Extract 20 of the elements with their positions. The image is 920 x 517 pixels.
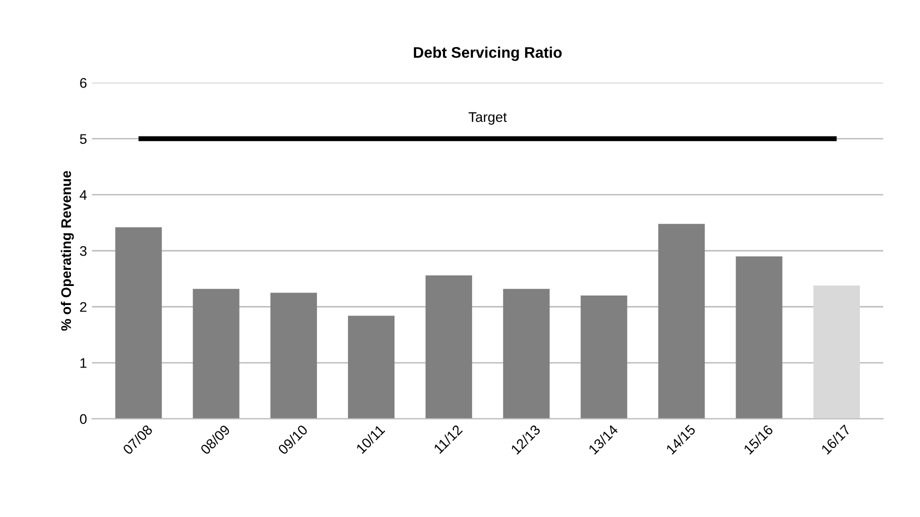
bar: [115, 227, 162, 419]
series-label: Target: [468, 112, 507, 125]
y-tick-label: 4: [80, 190, 87, 200]
bar: [426, 275, 472, 419]
bar: [658, 224, 705, 419]
bar: [736, 256, 782, 419]
bar: [192, 288, 240, 419]
bar: [580, 296, 628, 419]
y-tick-label: 6: [80, 78, 87, 88]
bar: [270, 292, 317, 419]
y-tick-label: 3: [80, 246, 87, 256]
y-tick-label: 5: [80, 134, 87, 144]
y-tick-label: 2: [80, 302, 86, 312]
bar: [348, 316, 395, 419]
y-axis-title: % of Operating Revenue: [60, 170, 74, 331]
y-tick-label: 1: [80, 358, 86, 368]
y-tick-label: 0: [80, 414, 87, 424]
chart-title: Debt Servicing Ratio: [414, 46, 562, 61]
bar: [503, 288, 550, 419]
bar: [813, 285, 860, 419]
